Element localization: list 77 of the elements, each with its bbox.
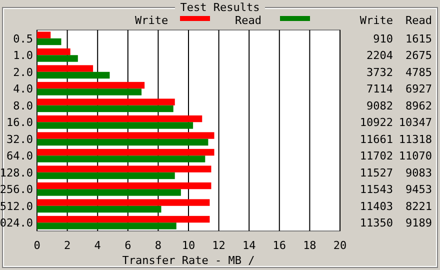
text: 10922	[360, 116, 393, 130]
y-tick-label: 64.0	[6, 150, 33, 163]
text: 9082	[366, 99, 393, 112]
bar	[37, 172, 175, 180]
y-tick-label: 1.0	[13, 49, 33, 62]
text: 2675	[406, 49, 432, 62]
text: 10347	[398, 116, 432, 130]
legend-label: Read	[235, 14, 262, 27]
bar	[37, 38, 62, 46]
text: 2204	[366, 49, 394, 62]
text: Read	[406, 14, 432, 27]
x-tick-label: 14	[242, 239, 256, 252]
text: 9083	[406, 166, 432, 180]
x-tick-label: 12	[212, 239, 226, 252]
y-tick-label: 4.0	[13, 82, 33, 96]
bar	[37, 105, 174, 112]
y-tick-label: 8.0	[13, 99, 33, 112]
text: 3732	[366, 66, 393, 79]
bar	[37, 88, 142, 96]
text: 11350	[360, 216, 393, 230]
x-tick-label: 16	[272, 239, 286, 252]
bar	[37, 148, 214, 156]
text: 7114	[366, 82, 394, 96]
text: 11543	[360, 183, 393, 196]
text: 11661	[360, 132, 393, 146]
y-tick-label: 256.0	[0, 183, 33, 196]
x-tick-label: 8	[154, 239, 162, 252]
bar	[37, 48, 70, 56]
x-tick-label: 6	[124, 239, 132, 252]
text: Write	[360, 14, 393, 27]
y-tick-label: 2.0	[13, 66, 33, 79]
y-tick-label: 32.0	[6, 132, 33, 146]
x-tick-label: 10	[182, 239, 196, 252]
text: 11070	[398, 150, 432, 163]
y-tick-label: 128.0	[0, 166, 33, 180]
bar	[37, 138, 208, 146]
text: 1615	[406, 32, 432, 46]
legend-label: Write	[135, 14, 168, 27]
text: 6927	[406, 82, 432, 96]
bar	[37, 65, 94, 72]
text: 8962	[406, 99, 432, 112]
bar	[37, 182, 212, 190]
bar	[37, 82, 145, 89]
bar	[37, 72, 110, 79]
text: 9453	[406, 183, 432, 196]
bar	[37, 222, 176, 230]
bar	[37, 132, 214, 139]
y-tick-label: 0.5	[13, 32, 33, 46]
x-tick-label: 4	[94, 239, 102, 252]
bar	[37, 189, 181, 196]
text: 8221	[406, 200, 432, 213]
bar	[37, 55, 78, 62]
y-tick-label: 512.0	[0, 200, 33, 213]
bar	[37, 216, 210, 223]
text: 11702	[360, 150, 393, 163]
text: 9189	[406, 216, 432, 230]
bar	[37, 32, 51, 38]
text: 910	[373, 32, 393, 46]
text: 11403	[360, 200, 393, 213]
bar	[37, 166, 212, 172]
x-tick-label: 18	[303, 239, 316, 252]
text: 4785	[406, 66, 432, 79]
text: 11527	[360, 166, 393, 180]
x-tick-label: 20	[333, 239, 347, 252]
bar	[37, 115, 202, 122]
bar	[37, 206, 162, 213]
x-axis-title: Transfer Rate - MB /	[122, 254, 255, 267]
bar	[37, 156, 206, 162]
chart-title: Test Results	[180, 1, 260, 14]
x-tick-label: 2	[64, 239, 71, 252]
text: 11318	[398, 132, 432, 146]
y-tick-label: 16.0	[6, 116, 33, 130]
bar	[37, 98, 175, 106]
bar	[37, 122, 194, 129]
bar	[37, 199, 210, 206]
x-tick-label: 0	[34, 239, 40, 252]
y-tick-label: 024.0	[0, 216, 33, 230]
